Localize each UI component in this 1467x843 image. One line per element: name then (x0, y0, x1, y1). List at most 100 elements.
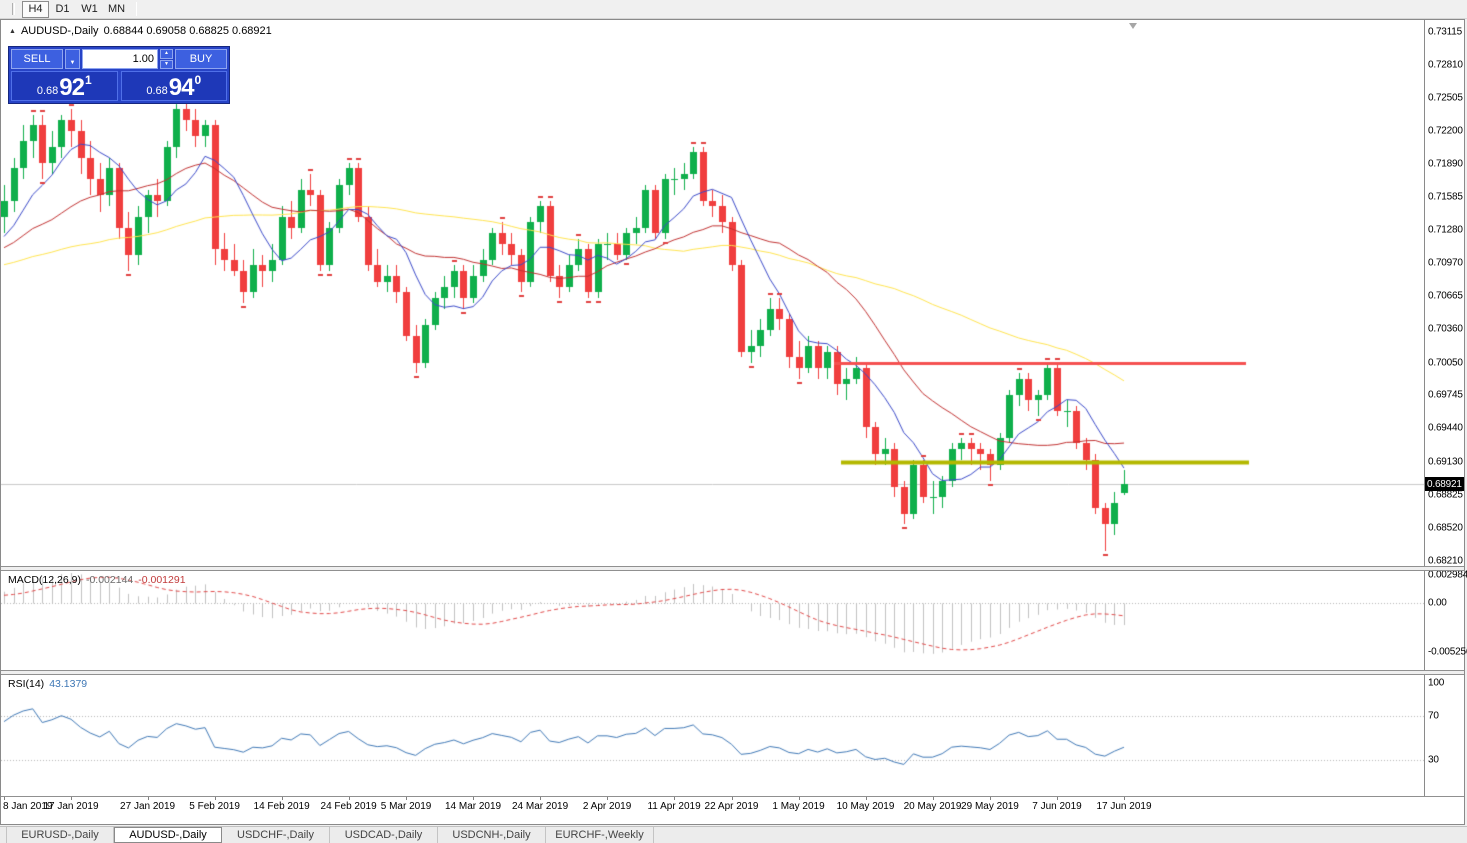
date-axis-tick (866, 797, 867, 800)
ask-prefix: 0.68 (146, 85, 168, 97)
chart-symbol-label: AUDUSD-,Daily (20, 25, 99, 37)
macd-scale-label: 0.00 (1428, 597, 1447, 609)
macd-name: MACD(12,26,9) (8, 574, 81, 586)
tab-audusd-daily[interactable]: AUDUSD-,Daily (114, 827, 222, 843)
caret-down-icon: ▼ (69, 59, 76, 66)
price-scale-label: 0.70360 (1428, 323, 1463, 335)
date-axis-label: 24 Feb 2019 (320, 801, 377, 812)
bid-pip-digit: 1 (84, 73, 92, 87)
trade-controls-row: SELL ▼ ▲ ▼ BUY (11, 49, 227, 69)
price-scale-label: 0.69745 (1428, 389, 1463, 401)
ask-price-display: 0.68 94 0 (120, 71, 227, 101)
macd-scale-label: 0.002984 (1428, 569, 1467, 581)
date-axis-tick (1057, 797, 1058, 800)
volume-spinner: ▲ ▼ (160, 49, 173, 69)
date-axis-label: 20 May 2019 (903, 801, 962, 812)
panel-resize-separator[interactable] (1, 566, 1464, 571)
timeframe-button-d1[interactable]: D1 (49, 1, 76, 18)
chart-ohlc-label: 0.68844 0.69058 0.68825 0.68921 (103, 25, 272, 37)
rsi-scale-label: 70 (1428, 710, 1439, 722)
price-scale-label: 0.73115 (1428, 26, 1463, 38)
date-axis-label: 29 May 2019 (961, 801, 1019, 812)
price-scale-label: 0.70050 (1428, 357, 1463, 369)
rsi-name: RSI(14) (8, 678, 45, 690)
sell-button[interactable]: SELL (11, 49, 63, 69)
price-scale-label: 0.72505 (1428, 92, 1463, 104)
date-axis-label: 22 Apr 2019 (704, 801, 759, 812)
chart-window: ▲ AUDUSD-,Daily 0.68844 0.69058 0.68825 … (0, 19, 1467, 825)
ask-pip-digit: 0 (194, 73, 202, 87)
timeframe-button-w1[interactable]: W1 (76, 1, 103, 18)
date-axis-label: 17 Jan 2019 (43, 801, 99, 812)
chart-title: ▲ AUDUSD-,Daily 0.68844 0.69058 0.68825 … (9, 25, 272, 37)
timeframe-button-mn[interactable]: MN (103, 1, 130, 18)
spinner-up-icon[interactable]: ▲ (160, 49, 173, 59)
date-axis-label: 10 May 2019 (836, 801, 895, 812)
tab-usdcad-daily[interactable]: USDCAD-,Daily (330, 827, 438, 843)
date-axis-label: 8 Jan 2019 (3, 801, 53, 812)
macd-label: MACD(12,26,9) -0.002144 -0.001291 (8, 574, 186, 586)
price-scale-label: 0.70970 (1428, 257, 1463, 269)
price-scale-label: 0.71585 (1428, 191, 1463, 203)
panel-resize-separator[interactable] (1, 670, 1464, 675)
date-axis-tick (4, 797, 5, 800)
tab-usdchf-daily[interactable]: USDCHF-,Daily (222, 827, 330, 843)
tab-eurusd-daily[interactable]: EURUSD-,Daily (6, 827, 114, 843)
ask-big-digits: 94 (168, 74, 195, 101)
date-axis-label: 24 Mar 2019 (511, 801, 569, 812)
spinner-down-icon[interactable]: ▼ (160, 59, 173, 69)
rsi-indicator-canvas[interactable] (1, 675, 1424, 796)
price-scale[interactable]: 0.68921 0.73115 0.72810 0.72505 0.72200 0.71… (1425, 20, 1467, 816)
macd-main-value: -0.002144 (85, 574, 134, 586)
price-scale-label: 0.71890 (1428, 158, 1463, 170)
date-axis-label: 7 Jun 2019 (1032, 801, 1082, 812)
timeframe-toolbar: H4 D1 W1 MN (0, 0, 1467, 19)
bid-big-digits: 92 (59, 74, 85, 101)
price-scale-label: 0.72200 (1428, 125, 1463, 137)
date-axis-tick (607, 797, 608, 800)
price-scale-label: 0.69130 (1428, 456, 1463, 468)
buy-button[interactable]: BUY (175, 49, 227, 69)
macd-signal-value: -0.001291 (138, 574, 186, 586)
chart-shift-marker-icon[interactable] (1129, 23, 1137, 29)
rsi-scale-label: 100 (1428, 677, 1445, 689)
price-scale-label: 0.70665 (1428, 290, 1463, 302)
price-scale-label: 0.68520 (1428, 522, 1463, 534)
date-axis-label: 14 Feb 2019 (253, 801, 310, 812)
quote-row: 0.68 92 1 0.68 94 0 (11, 71, 227, 101)
timeframe-button-h4[interactable]: H4 (22, 0, 49, 18)
price-scale-label: 0.72810 (1428, 59, 1463, 71)
macd-scale-label: -0.005256 (1428, 646, 1467, 658)
date-axis-label: 2 Apr 2019 (582, 801, 632, 812)
tab-usdcnh-daily[interactable]: USDCNH-,Daily (438, 827, 546, 843)
date-axis-tick (148, 797, 149, 800)
toolbar-grip[interactable] (12, 3, 15, 15)
date-axis-tick (732, 797, 733, 800)
date-axis-line (1, 796, 1464, 797)
date-axis-tick (71, 797, 72, 800)
date-axis-tick (349, 797, 350, 800)
date-axis-tick (933, 797, 934, 800)
date-axis-tick (540, 797, 541, 800)
date-axis-tick (215, 797, 216, 800)
candlestick-chart-canvas[interactable] (1, 20, 1424, 567)
price-scale-label: 0.69440 (1428, 422, 1463, 434)
date-axis-label: 14 Mar 2019 (444, 801, 502, 812)
macd-indicator-canvas[interactable] (1, 571, 1424, 670)
volume-input[interactable] (82, 49, 158, 69)
volume-dropdown-button[interactable]: ▼ (65, 49, 80, 69)
rsi-label: RSI(14) 43.1379 (8, 678, 87, 690)
toolbar-separator (136, 2, 138, 16)
date-axis-tick (473, 797, 474, 800)
date-axis[interactable]: 8 Jan 2019 17 Jan 2019 27 Jan 2019 5 Feb 20… (1, 797, 1424, 816)
date-axis-tick (799, 797, 800, 800)
tab-eurchf-weekly[interactable]: EURCHF-,Weekly (546, 827, 654, 843)
collapse-icon[interactable]: ▲ (9, 27, 16, 35)
date-axis-label: 17 Jun 2019 (1096, 801, 1152, 812)
date-axis-label: 5 Mar 2019 (380, 801, 432, 812)
rsi-value: 43.1379 (49, 678, 88, 690)
price-scale-label: 0.68825 (1428, 489, 1463, 501)
date-axis-tick (990, 797, 991, 800)
